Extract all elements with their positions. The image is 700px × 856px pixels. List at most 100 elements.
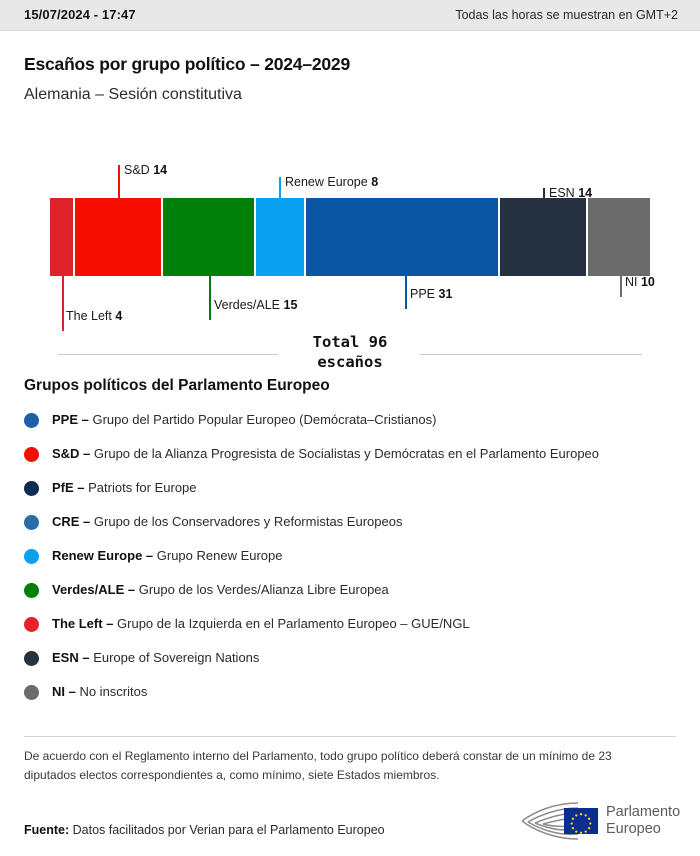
legend-list: PPE – Grupo del Partido Popular Europeo … [24, 405, 684, 711]
legend-text-s&d: S&D – Grupo de la Alianza Progresista de… [52, 444, 599, 464]
legend-abbr-s&d: S&D – [52, 446, 91, 461]
legend-abbr-cre: CRE – [52, 514, 91, 529]
eu-flag-icon [564, 808, 598, 834]
leader-line-ppe [405, 276, 407, 309]
bar-label-renew-europe: Renew Europe 8 [285, 175, 378, 189]
total-line-1: Total 96 [312, 333, 388, 351]
bar-label-name-s-d: S&D [124, 163, 150, 177]
bar-label-value-ni: 10 [640, 275, 655, 289]
legend-desc-pfe: Patriots for Europe [84, 480, 197, 495]
bar-label-the-left: The Left 4 [66, 309, 122, 323]
legend-item-cre[interactable]: CRE – Grupo de los Conservadores y Refor… [24, 507, 684, 541]
bar-segment-esn[interactable] [500, 198, 588, 276]
divider-left [58, 354, 278, 355]
legend-dot-ni [24, 685, 39, 700]
leader-line-renew-europe [279, 177, 281, 198]
legend-item-esn[interactable]: ESN – Europe of Sovereign Nations [24, 643, 684, 677]
bar-label-value-verdes-ale: 15 [283, 298, 298, 312]
legend-abbr-verdesale: Verdes/ALE – [52, 582, 136, 597]
legend-dot-verdesale [24, 583, 39, 598]
total-seats-row: Total 96 escaños [0, 332, 700, 378]
logo-text: Parlamento Europeo [606, 804, 680, 838]
legend-item-reneweurope[interactable]: Renew Europe – Grupo Renew Europe [24, 541, 684, 575]
legend-heading: Grupos políticos del Parlamento Europeo [24, 377, 330, 394]
leader-line-ni [620, 276, 622, 297]
bar-label-name-renew-europe: Renew Europe [285, 175, 368, 189]
legend-abbr-theleft: The Left – [52, 616, 114, 631]
legend-abbr-esn: ESN – [52, 650, 90, 665]
timezone-note: Todas las horas se muestran en GMT+2 [455, 8, 678, 22]
bar-label-esn: ESN 14 [549, 186, 592, 200]
legend-item-ni[interactable]: NI – No inscritos [24, 677, 684, 711]
legend-text-ni: NI – No inscritos [52, 682, 147, 702]
legend-text-esn: ESN – Europe of Sovereign Nations [52, 648, 259, 668]
bar-label-value-the-left: 4 [115, 309, 123, 323]
bar-segment-ppe[interactable] [306, 198, 500, 276]
legend-abbr-pfe: PfE – [52, 480, 85, 495]
stacked-bar [50, 198, 650, 276]
bar-label-name-ni: NI [625, 275, 638, 289]
bar-segment-verdes-ale[interactable] [162, 198, 257, 276]
legend-dot-pfe [24, 481, 39, 496]
status-bar: 15/07/2024 - 17:47 Todas las horas se mu… [0, 0, 700, 31]
footer-note: De acuerdo con el Reglamento interno del… [24, 749, 612, 782]
legend-text-pfe: PfE – Patriots for Europe [52, 478, 197, 498]
legend-text-cre: CRE – Grupo de los Conservadores y Refor… [52, 512, 402, 532]
legend-abbr-ppe: PPE – [52, 412, 89, 427]
bar-label-value-esn: 14 [578, 186, 593, 200]
legend-dot-cre [24, 515, 39, 530]
legend-text-verdesale: Verdes/ALE – Grupo de los Verdes/Alianza… [52, 580, 389, 600]
legend-desc-reneweurope: Grupo Renew Europe [153, 548, 283, 563]
bar-label-name-ppe: PPE [410, 287, 436, 301]
legend-text-ppe: PPE – Grupo del Partido Popular Europeo … [52, 410, 436, 430]
leader-line-s-d [118, 165, 120, 198]
legend-item-pfe[interactable]: PfE – Patriots for Europe [24, 473, 684, 507]
timestamp: 15/07/2024 - 17:47 [24, 7, 136, 22]
bar-label-name-esn: ESN [549, 186, 575, 200]
logo-line-1: Parlamento [606, 804, 681, 820]
bar-label-verdes-ale: Verdes/ALE 15 [214, 298, 297, 312]
total-seats: Total 96 escaños [0, 332, 700, 372]
bar-label-name-verdes-ale: Verdes/ALE [214, 298, 281, 312]
leader-line-verdes-ale [209, 276, 211, 320]
bar-label-ppe: PPE 31 [410, 287, 452, 301]
source-line: Fuente: Datos facilitados por Verian par… [24, 823, 385, 837]
bar-segment-ni[interactable] [587, 198, 650, 276]
legend-desc-s&d: Grupo de la Alianza Progresista de Socia… [90, 446, 600, 461]
logo-line-2: Europeo [606, 821, 661, 837]
source-label: Fuente: [24, 823, 70, 837]
legend-item-theleft[interactable]: The Left – Grupo de la Izquierda en el P… [24, 609, 684, 643]
page-subtitle: Alemania – Sesión constitutiva [24, 86, 242, 103]
bar-label-name-the-left: The Left [66, 309, 112, 323]
seats-bar-chart: The Left 4 S&D 14 Verdes/ALE 15 Renew Europ… [0, 140, 700, 335]
legend-item-s&d[interactable]: S&D – Grupo de la Alianza Progresista de… [24, 439, 684, 473]
bar-label-s-d: S&D 14 [124, 163, 167, 177]
bar-label-value-renew-europe: 8 [371, 175, 379, 189]
legend-text-theleft: The Left – Grupo de la Izquierda en el P… [52, 614, 470, 634]
legend-dot-theleft [24, 617, 39, 632]
legend-desc-cre: Grupo de los Conservadores y Reformistas… [90, 514, 403, 529]
legend-desc-verdesale: Grupo de los Verdes/Alianza Libre Europe… [135, 582, 389, 597]
bar-label-ni: NI 10 [625, 275, 655, 289]
legend-dot-ppe [24, 413, 39, 428]
leader-line-the-left [62, 276, 64, 331]
bar-label-value-s-d: 14 [153, 163, 168, 177]
legend-desc-ni: No inscritos [75, 684, 148, 699]
legend-dot-reneweurope [24, 549, 39, 564]
legend-dot-esn [24, 651, 39, 666]
bar-segment-the-left[interactable] [50, 198, 75, 276]
bar-label-value-ppe: 31 [438, 287, 453, 301]
divider-right [420, 354, 642, 355]
legend-desc-ppe: Grupo del Partido Popular Europeo (Demóc… [88, 412, 437, 427]
european-parliament-logo: Parlamento Europeo [518, 798, 683, 846]
legend-item-ppe[interactable]: PPE – Grupo del Partido Popular Europeo … [24, 405, 684, 439]
legend-item-verdesale[interactable]: Verdes/ALE – Grupo de los Verdes/Alianza… [24, 575, 684, 609]
leader-line-esn [543, 188, 545, 198]
legend-dot-s&d [24, 447, 39, 462]
legend-desc-theleft: Grupo de la Izquierda en el Parlamento E… [113, 616, 470, 631]
bar-segment-s-d[interactable] [75, 198, 163, 276]
legend-text-reneweurope: Renew Europe – Grupo Renew Europe [52, 546, 283, 566]
total-line-2: escaños [317, 353, 383, 371]
page-title: Escaños por grupo político – 2024–2029 [24, 54, 350, 74]
bar-segment-renew-europe[interactable] [256, 198, 307, 276]
